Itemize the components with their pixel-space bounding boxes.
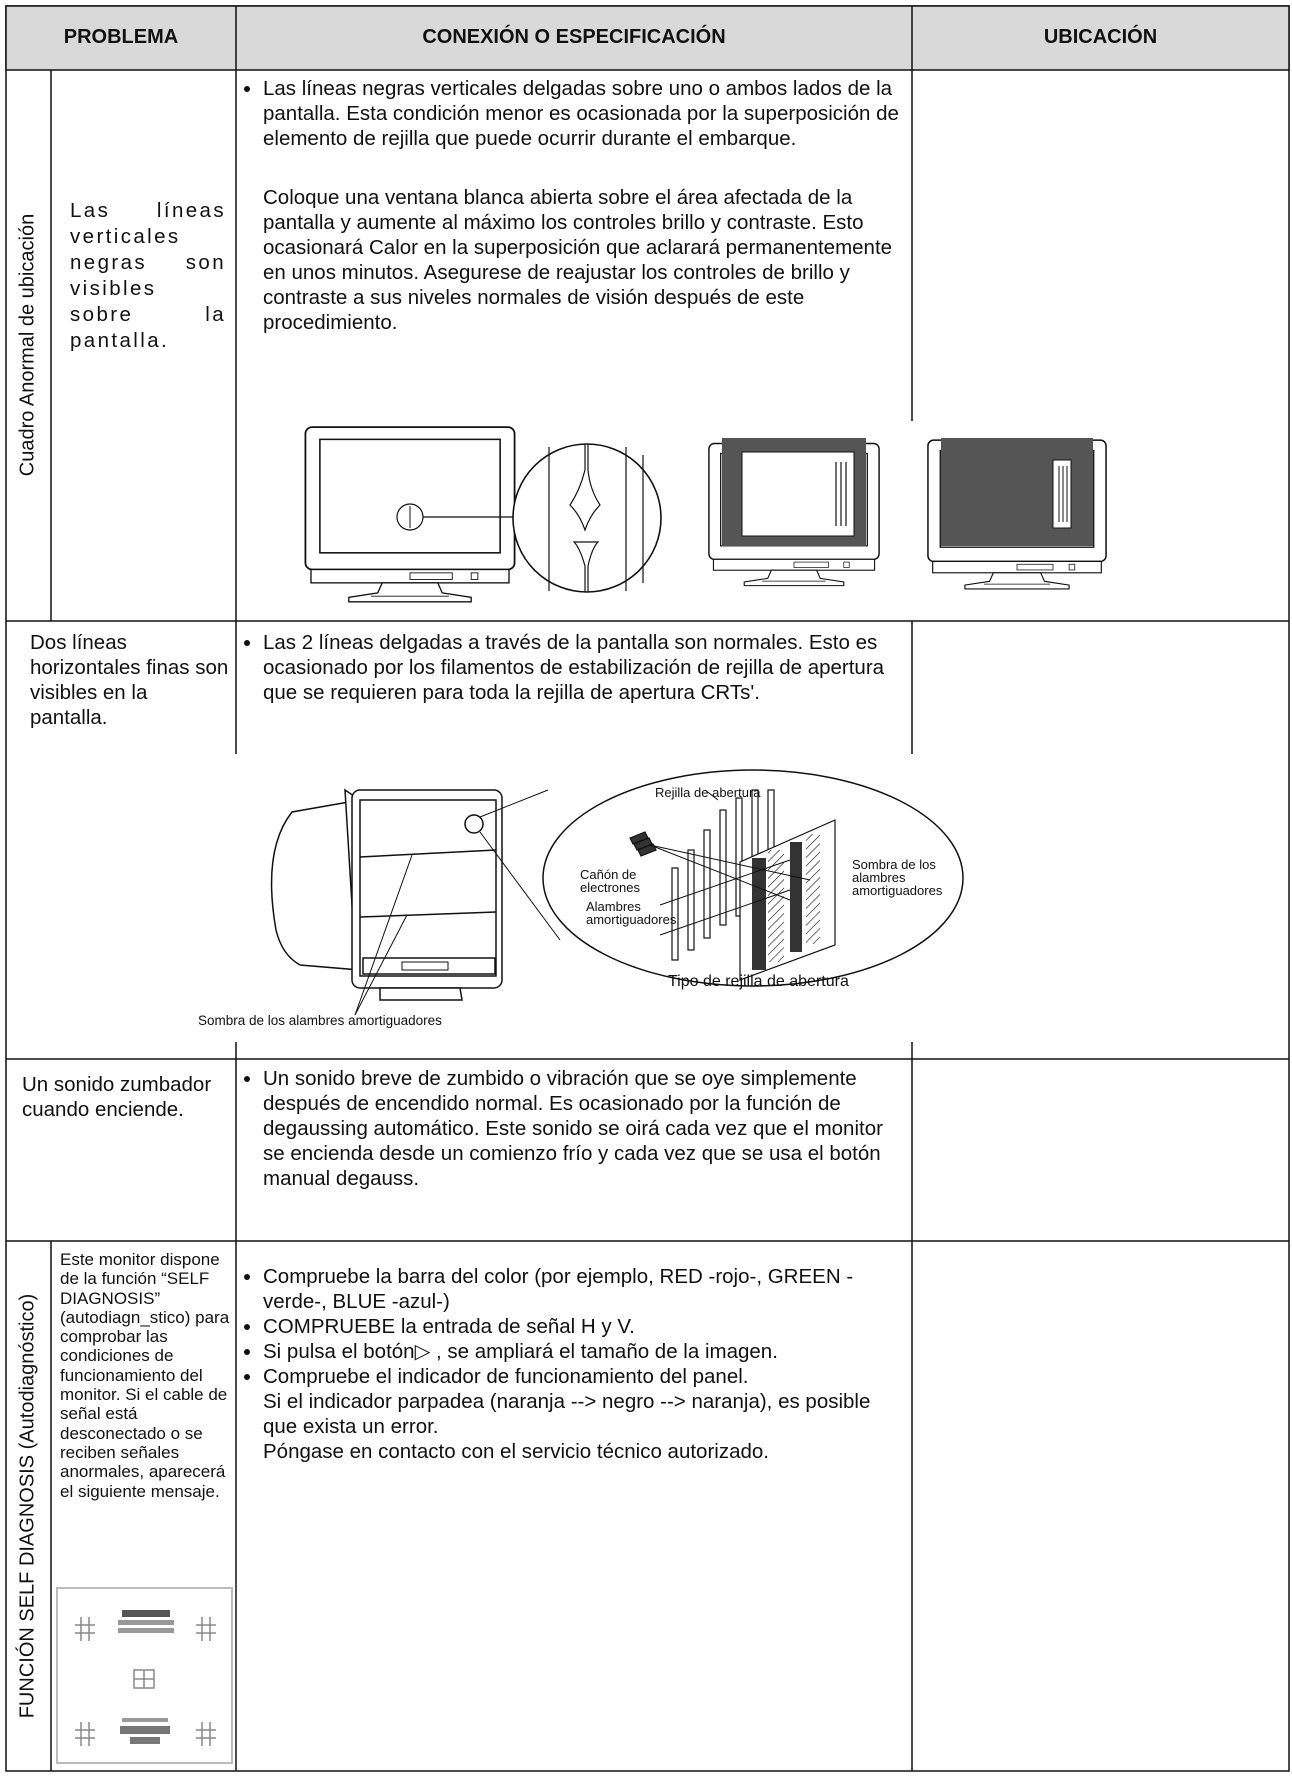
drawing-rect [362,957,496,975]
drawing-line [659,859,791,906]
group-label: FUNCIÓN SELF DIAGNOSIS (Autodiagnóstico) [16,1293,39,1719]
solution-item: Si pulsa el botón▷ , se ampliará el tama… [263,1339,907,1364]
drawing-path [270,799,361,971]
solution: Las 2 líneas delgadas a través de la pan… [247,630,887,705]
header-cell: UBICACIÓN [1043,26,1158,48]
drawing-line [649,844,791,901]
drawing-path [572,541,600,592]
solution: Las líneas negras verticales delgadas so… [247,76,907,335]
solution-item: Un sonido breve de zumbido o vibración q… [263,1066,907,1191]
drawing-line [479,831,561,941]
figure-row2 [270,769,964,1016]
drawing-rect [703,829,711,939]
drawing-rect [120,1726,170,1734]
solution: Compruebe la barra del color (por ejempl… [247,1264,907,1464]
drawing-rect [671,867,679,961]
drawing-rect [790,842,802,952]
figure-caption: Tipo de rejilla de abertura [668,973,849,990]
drawing-rect [752,858,766,970]
drawing-rect [1052,459,1072,529]
drawing-path [196,1722,216,1746]
solution-list: Un sonido breve de zumbido o vibración q… [247,1066,907,1191]
grid [5,5,1290,1772]
header-cell: PROBLEMA [63,26,179,48]
solution: Un sonido breve de zumbido o vibración q… [247,1066,907,1191]
self-diagnosis-screen [56,1587,233,1764]
magnifier [512,443,662,593]
figure-row1 [304,426,1107,603]
solution-continuation: Si el indicador parpadea (naranja --> ne… [263,1390,871,1438]
drawing-path [1058,466,1068,522]
drawing-path [569,444,601,532]
drawing-path [835,462,847,526]
drawing-rect [401,961,449,971]
problem-text: Un sonido zumbador cuando enciende. [22,1073,212,1121]
figure-label: Cañón de electrones [580,867,640,895]
drawing-rect [806,834,820,944]
drawing-rect [122,1610,170,1617]
drawing-circle [464,814,484,834]
drawing-line [659,889,791,936]
solution-item: Las 2 líneas delgadas a través de la pan… [263,630,887,705]
figure-label: Sombra de los alambres amortiguadores [852,857,943,898]
solution-paragraph: Coloque una ventana blanca abierta sobre… [263,186,893,334]
drawing-rect [735,797,743,917]
drawing-line [649,844,811,881]
drawing-rect [768,850,784,962]
drawing-line [704,789,719,801]
drawing-rect [741,451,855,537]
drawing-path [548,447,644,591]
problem-text: Este monitor dispone de la función “SELF… [60,1250,230,1501]
drawing-g [629,789,836,981]
problem-text: Dos líneas horizontales finas son visibl… [30,631,229,729]
solution-item: Compruebe la barra del color (por ejempl… [263,1264,907,1314]
solution-list: Compruebe la barra del color (por ejempl… [247,1264,907,1389]
drawing-path [134,1670,154,1688]
drawing-rect [719,809,727,926]
drawing-g [75,1617,216,1746]
solution-item: COMPRUEBE la entrada de señal H y V. [263,1314,907,1339]
figure-label: Rejilla de abertura [655,785,761,800]
figure-label: Alambres amortiguadores [586,899,677,927]
drawing-line [354,914,408,1016]
drawing-path [75,1722,95,1746]
solution-item: Las líneas negras verticales delgadas so… [263,76,907,151]
drawing-line [359,849,497,858]
header-cell: CONEXIÓN O ESPECIFICACIÓN [422,26,726,48]
drawing-line [359,911,497,918]
drawing-rect [118,1620,174,1625]
drawing-path [379,987,463,1001]
drawing-line [354,854,413,1016]
problem-text: Las líneas verticales negras son visible… [70,199,226,352]
drawing-path [637,843,657,857]
solution-list: Las líneas negras verticales delgadas so… [247,76,907,151]
drawing-line [479,789,549,818]
drawing-path [196,1617,216,1641]
figure-label: Sombra de los alambres amortiguadores [198,1013,442,1028]
group-label: Cuadro Anormal de ubicación [16,213,39,477]
drawing-rect [687,849,695,951]
solution-item: Compruebe el indicador de funcionamiento… [263,1364,907,1389]
solution-list: Las 2 líneas delgadas a través de la pan… [247,630,887,705]
drawing-rect [130,1737,160,1744]
solution-continuation: Póngase en contacto con el servicio técn… [263,1440,769,1463]
drawing-rect [122,1718,168,1722]
drawing-rect [118,1628,174,1633]
header-bg [5,5,1290,71]
drawing-path [75,1617,95,1641]
